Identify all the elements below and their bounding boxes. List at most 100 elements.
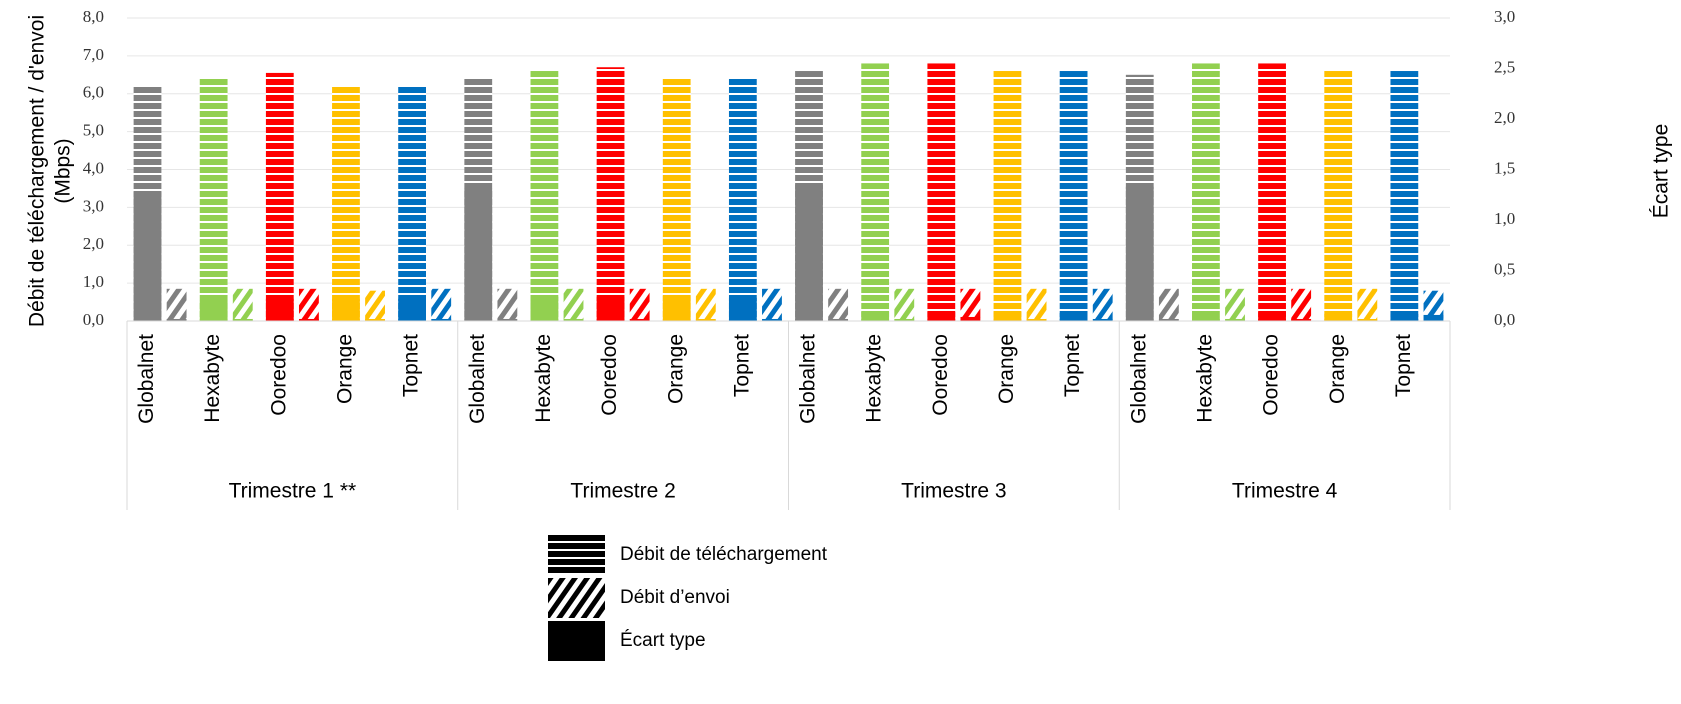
y-tick-label: 6,0 [83,83,104,102]
y2-axis-title: Écart type [1650,124,1673,219]
y-tick-label: 4,0 [83,158,104,177]
y-tick-label: 8,0 [83,7,104,26]
bar [993,71,1022,322]
bar [828,288,849,321]
legend-label: Écart type [620,630,706,651]
x-tick-label: Ooredoo [1260,334,1283,416]
bar [1291,288,1312,321]
x-tick-label: Orange [995,334,1018,404]
y2-tick-label: 3,0 [1494,7,1515,26]
bar [398,86,426,321]
bar [1357,318,1378,321]
bar [166,318,187,321]
bar [662,295,691,321]
bar [927,63,956,321]
bar [1026,288,1047,321]
x-tick-label: Globalnet [797,334,820,424]
bar [695,318,716,321]
y2-tick-label: 0,0 [1494,310,1515,329]
bar [1026,318,1047,321]
y-axis-title: Débit de téléchargement / d'envoi [26,15,49,327]
bar [431,288,452,321]
x-tick-label: Orange [334,334,357,404]
group-label: Trimestre 2 [570,480,675,503]
bar [133,191,162,321]
bar [298,318,319,321]
x-tick-label: Ooredoo [598,334,621,416]
bar [1324,71,1353,322]
bar [695,288,716,321]
y-tick-label: 7,0 [83,45,104,64]
x-tick-label: Ooredoo [929,334,952,416]
bar [1092,318,1113,321]
x-tick-label: Topnet [400,334,423,397]
bar [530,296,559,321]
bar [927,311,956,321]
bar [629,318,650,321]
bar [166,288,187,321]
bar [1225,318,1245,321]
x-tick-label: Orange [664,334,687,404]
legend-swatch [548,535,605,575]
bar [1158,318,1179,321]
bar [265,298,294,321]
bar [1125,186,1154,321]
bar [629,288,650,321]
bar [1324,313,1353,321]
x-tick-label: Globalnet [135,334,158,424]
bar [332,298,360,321]
y2-tick-label: 0,5 [1494,259,1515,278]
bar [1192,63,1220,321]
bar [828,318,849,321]
x-tick-label: Hexabyte [1193,334,1216,423]
group-label: Trimestre 3 [901,480,1006,503]
bar [563,318,584,321]
x-tick-label: Topnet [730,334,753,397]
bar [1258,63,1286,321]
bar [993,311,1022,321]
y-tick-label: 5,0 [83,121,104,140]
bar [530,71,559,322]
bar [861,311,890,321]
bar [265,72,294,321]
bar [1158,288,1179,321]
y2-tick-label: 2,0 [1494,108,1515,127]
bar [596,296,625,321]
bar [728,78,757,321]
bar [1390,313,1419,321]
bar [894,318,915,321]
y-tick-label: 2,0 [83,234,104,253]
x-tick-label: Globalnet [466,334,489,424]
x-tick-label: Topnet [1392,334,1415,397]
x-tick-label: Topnet [1061,334,1084,397]
bar [1258,311,1286,321]
group-label: Trimestre 1 ** [229,480,357,503]
bar [762,288,782,321]
bar [596,67,625,321]
bar [1192,316,1220,321]
bar [1390,71,1419,322]
bar [1423,290,1444,321]
bar [662,78,691,321]
bar [332,86,360,321]
x-tick-label: Globalnet [1127,334,1150,424]
bar [398,298,426,321]
y2-tick-label: 2,5 [1494,57,1515,76]
bar [1225,288,1245,321]
legend-swatch [548,578,605,618]
legend-label: Débit d’envoi [620,587,730,608]
y2-tick-label: 1,0 [1494,209,1515,228]
bar [894,288,915,321]
x-tick-label: Ooredoo [267,334,290,416]
bar [232,318,253,321]
y-tick-label: 3,0 [83,196,104,215]
bar [563,288,584,321]
x-tick-label: Orange [1326,334,1349,404]
legend-swatch [548,621,605,661]
bar [728,297,757,321]
bar [365,290,385,321]
bar [431,318,452,321]
x-tick-label: Hexabyte [532,334,555,423]
y-tick-label: 0,0 [83,310,104,329]
